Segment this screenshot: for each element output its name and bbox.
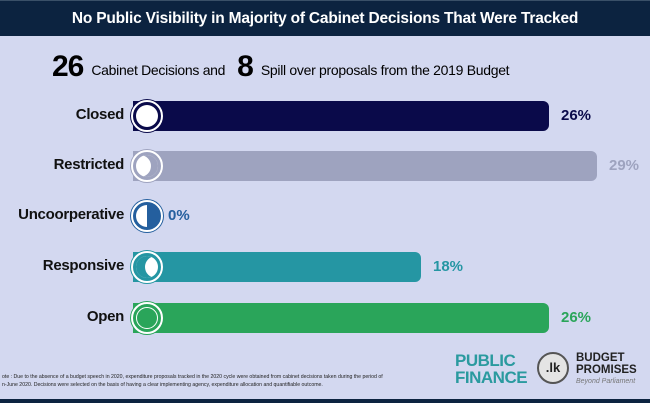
bar-row-open: Open 26%: [0, 302, 650, 334]
note-line: ote : Due to the absence of a budget spe…: [2, 374, 383, 380]
logo-text: PUBLIC: [455, 351, 516, 370]
category-label: Open: [86, 308, 124, 325]
note-line: n-June 2020. Decisions were selected on …: [2, 382, 323, 388]
value-label: 29%: [609, 157, 640, 174]
bar-row-responsive: Responsive 18%: [0, 251, 650, 283]
value-label: 0%: [168, 207, 190, 224]
lk-logo: .lk: [537, 352, 569, 384]
subtitle: 26 Cabinet Decisions and 8 Spill over pr…: [52, 50, 521, 84]
status-circle-icon: [131, 302, 163, 334]
category-label: Restricted: [53, 156, 125, 173]
bar: [133, 252, 421, 282]
bar-row-uncoorperative: Uncoorperative 0%: [0, 200, 650, 232]
status-circle-icon: [131, 150, 163, 182]
public-finance-logo: PUBLIC FINANCE: [455, 351, 528, 387]
spill-count: 8: [237, 50, 254, 83]
cabinet-text: Cabinet Decisions and: [91, 62, 226, 78]
bar: [133, 101, 549, 131]
footer-strip: [0, 399, 650, 403]
status-circle-icon: [131, 251, 163, 283]
logo-text: FINANCE: [455, 368, 528, 387]
value-label: 18%: [433, 258, 464, 275]
category-label: Closed: [75, 106, 125, 123]
budget-promises-logo: BUDGET PROMISES Beyond Parliament: [576, 352, 637, 388]
status-circle-icon: [131, 200, 163, 232]
category-label: Responsive: [42, 257, 125, 274]
logo-text: PROMISES: [576, 364, 637, 376]
spill-text: Spill over proposals from the 2019 Budge…: [260, 62, 510, 78]
status-circle-icon: [131, 100, 163, 132]
bar: [133, 151, 597, 181]
logo-text: BUDGET: [576, 352, 625, 364]
footnote: ote : Due to the absence of a budget spe…: [2, 373, 383, 389]
chart-title: No Public Visibility in Majority of Cabi…: [0, 0, 650, 36]
category-label: Uncoorperative: [18, 206, 124, 223]
bar: [133, 303, 549, 333]
bar-row-closed: Closed 26%: [0, 100, 650, 132]
bar-row-restricted: Restricted 29%: [0, 150, 650, 182]
value-label: 26%: [561, 107, 592, 124]
value-label: 26%: [561, 309, 592, 326]
logo-text: Beyond Parliament: [576, 378, 636, 385]
cabinet-count: 26: [52, 50, 84, 83]
